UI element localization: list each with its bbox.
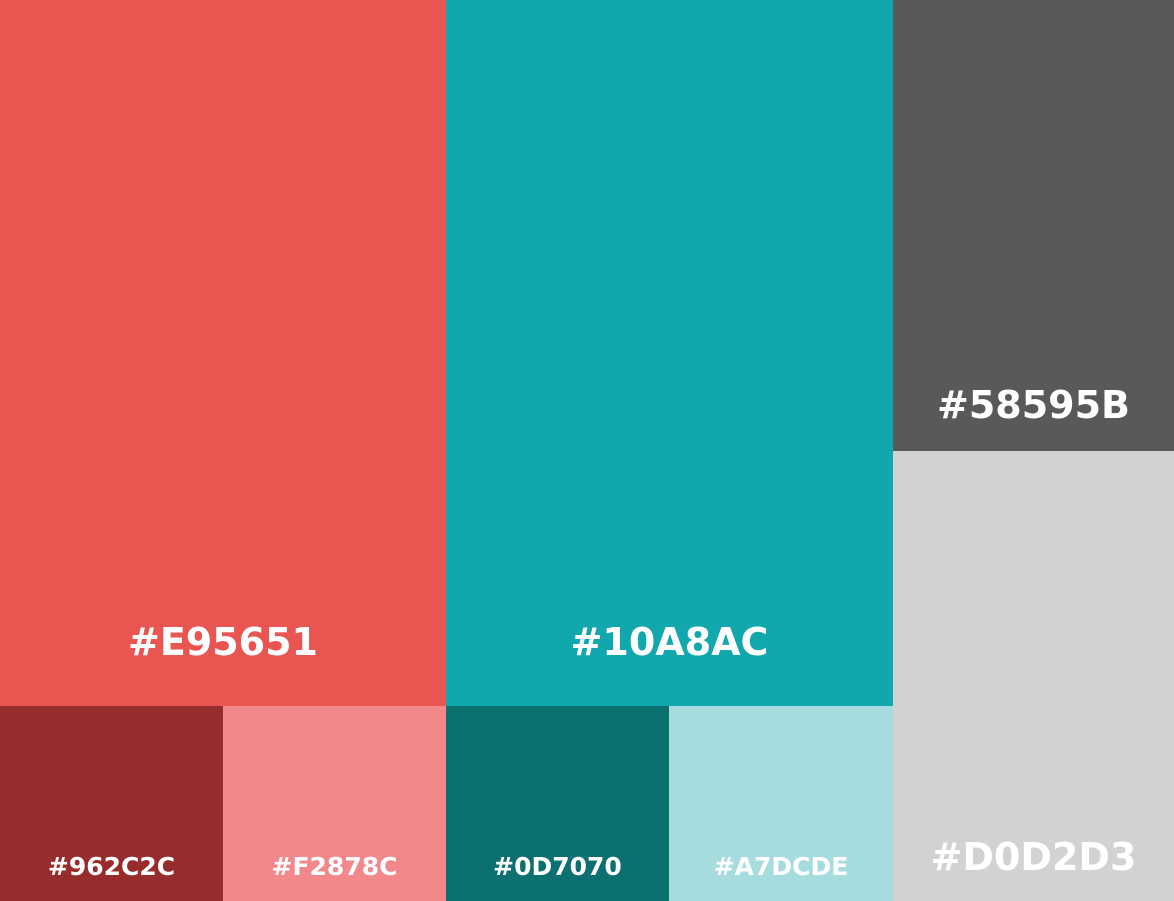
swatch-hex-label: #D0D2D3 xyxy=(930,835,1137,879)
swatch-hex-label: #58595B xyxy=(936,383,1130,427)
swatch-pink: #F2878C xyxy=(223,706,446,901)
swatch-hex-label: #10A8AC xyxy=(570,620,769,664)
swatch-hex-label: #0D7070 xyxy=(493,852,622,881)
swatch-dark-red: #962C2C xyxy=(0,706,223,901)
swatch-hex-label: #A7DCDE xyxy=(713,852,849,881)
swatch-hex-label: #E95651 xyxy=(128,620,318,664)
swatch-light-teal: #A7DCDE xyxy=(669,706,893,901)
swatch-dark-teal: #0D7070 xyxy=(446,706,669,901)
swatch-hex-label: #962C2C xyxy=(47,852,176,881)
swatch-primary-teal: #10A8AC xyxy=(446,0,893,706)
swatch-light-gray: #D0D2D3 xyxy=(893,451,1174,901)
swatch-primary-red: #E95651 xyxy=(0,0,446,706)
swatch-dark-gray: #58595B xyxy=(893,0,1174,451)
swatch-hex-label: #F2878C xyxy=(271,852,398,881)
